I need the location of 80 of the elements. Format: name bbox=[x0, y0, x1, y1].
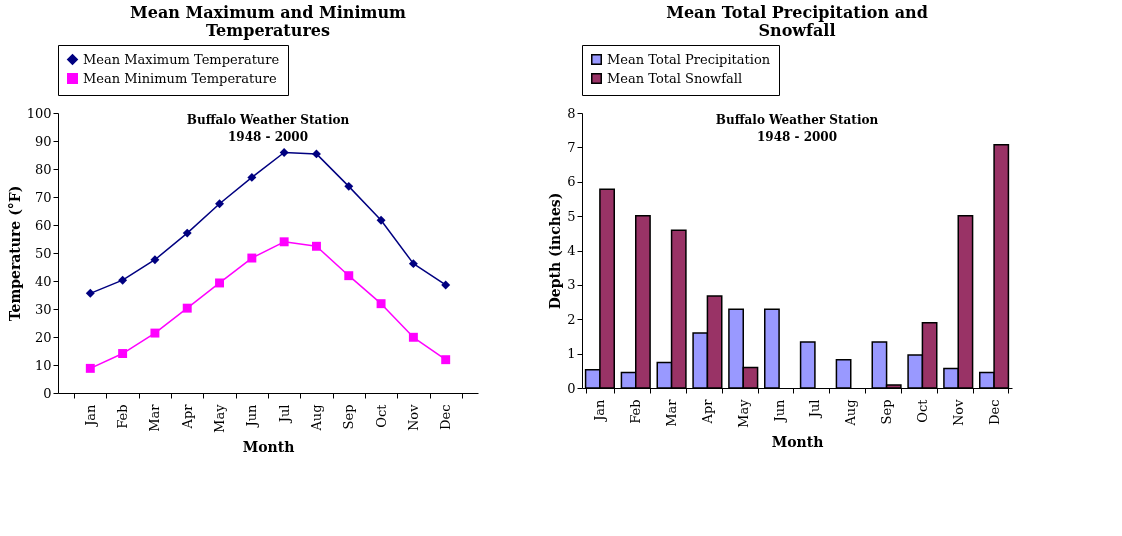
x-tick-label: Dec bbox=[438, 404, 454, 430]
y-tick-label: 20 bbox=[34, 329, 52, 345]
point bbox=[85, 288, 95, 298]
x-tick-label: Nov bbox=[405, 403, 421, 432]
point bbox=[408, 332, 418, 342]
point bbox=[376, 215, 386, 225]
legend-label: Mean Minimum Temperature bbox=[83, 70, 277, 86]
x-tick-label: Feb bbox=[628, 399, 644, 424]
x-tick-label: Apr bbox=[179, 403, 195, 430]
x-tick-label: Sep bbox=[341, 404, 357, 430]
x-tick-label: Aug bbox=[308, 404, 324, 432]
y-tick-label: 6 bbox=[567, 174, 576, 190]
y-tick-label: 60 bbox=[34, 217, 52, 233]
y-tick-label: 4 bbox=[567, 243, 576, 258]
point bbox=[279, 237, 289, 247]
x-tick-label: Oct bbox=[914, 398, 930, 423]
x-tick-label: Sep bbox=[879, 399, 895, 425]
point bbox=[150, 255, 160, 265]
x-tick-label: Jun bbox=[244, 403, 260, 429]
x-tick-label: Jan bbox=[82, 403, 98, 428]
y-tick-label: 2 bbox=[567, 311, 576, 327]
x-tick-label: Oct bbox=[373, 403, 389, 428]
y-tick-label: 80 bbox=[34, 161, 52, 177]
y-tick-label: 3 bbox=[567, 277, 576, 293]
y-tick-label: 90 bbox=[34, 133, 52, 149]
x-axis-title: Month bbox=[771, 433, 824, 450]
point bbox=[118, 275, 128, 285]
y-tick-label: 0 bbox=[43, 385, 52, 401]
point bbox=[215, 199, 225, 209]
point bbox=[376, 299, 386, 309]
x-tick-label: Mar bbox=[664, 398, 680, 427]
point bbox=[311, 241, 321, 251]
y-axis-title: Depth (inches) bbox=[547, 192, 564, 310]
x-tick-label: Aug bbox=[843, 399, 859, 427]
x-axis-title: Month bbox=[242, 438, 295, 455]
point bbox=[85, 363, 95, 373]
point bbox=[182, 303, 192, 313]
chart-title: Mean Maximum and Minimum Temperatures bbox=[130, 2, 407, 40]
point bbox=[118, 349, 128, 358]
point bbox=[247, 253, 257, 263]
y-tick-label: 70 bbox=[34, 189, 52, 205]
x-tick-label: Jun bbox=[771, 398, 787, 424]
text: Buffalo Weather Station 1948 - 2000 bbox=[186, 113, 350, 144]
x-tick-label: Apr bbox=[699, 398, 715, 425]
legend-label: Mean Total Precipitation bbox=[607, 51, 771, 67]
point bbox=[408, 259, 418, 269]
x-tick-label: Nov bbox=[950, 398, 966, 427]
y-tick-label: 0 bbox=[567, 380, 576, 396]
point bbox=[344, 181, 354, 191]
y-tick-label: 7 bbox=[567, 139, 576, 155]
x-tick-label: Jul bbox=[807, 399, 823, 420]
point bbox=[247, 172, 257, 182]
text: Buffalo Weather Station 1948 - 2000 bbox=[715, 113, 879, 144]
x-tick-label: Dec bbox=[986, 399, 1002, 425]
legend-label: Mean Maximum Temperature bbox=[83, 51, 280, 67]
y-tick-label: 40 bbox=[34, 273, 52, 289]
point bbox=[311, 149, 321, 159]
x-tick-label: May bbox=[212, 403, 228, 433]
y-tick-label: 8 bbox=[567, 105, 576, 121]
y-tick-label: 100 bbox=[26, 105, 52, 121]
legend-label: Mean Total Snowfall bbox=[607, 70, 743, 86]
x-tick-label: Jan bbox=[592, 398, 608, 423]
y-axis-title: Temperature (°F) bbox=[6, 185, 23, 322]
point bbox=[150, 328, 160, 338]
x-tick-label: Feb bbox=[115, 404, 131, 429]
y-tick-label: 1 bbox=[567, 346, 576, 362]
y-tick-label: 30 bbox=[34, 301, 52, 317]
y-tick-label: 5 bbox=[567, 208, 576, 224]
x-tick-label: May bbox=[735, 398, 751, 428]
chart-title: Mean Total Precipitation and Snowfall bbox=[666, 2, 928, 40]
x-tick-label: Mar bbox=[147, 403, 163, 432]
point bbox=[182, 228, 192, 238]
point bbox=[441, 355, 451, 365]
point bbox=[344, 271, 354, 281]
point bbox=[215, 278, 225, 288]
y-tick-label: 10 bbox=[34, 357, 52, 373]
x-tick-label: Jul bbox=[276, 404, 292, 425]
point bbox=[441, 280, 451, 290]
point bbox=[279, 148, 289, 157]
y-tick-label: 50 bbox=[34, 245, 52, 261]
